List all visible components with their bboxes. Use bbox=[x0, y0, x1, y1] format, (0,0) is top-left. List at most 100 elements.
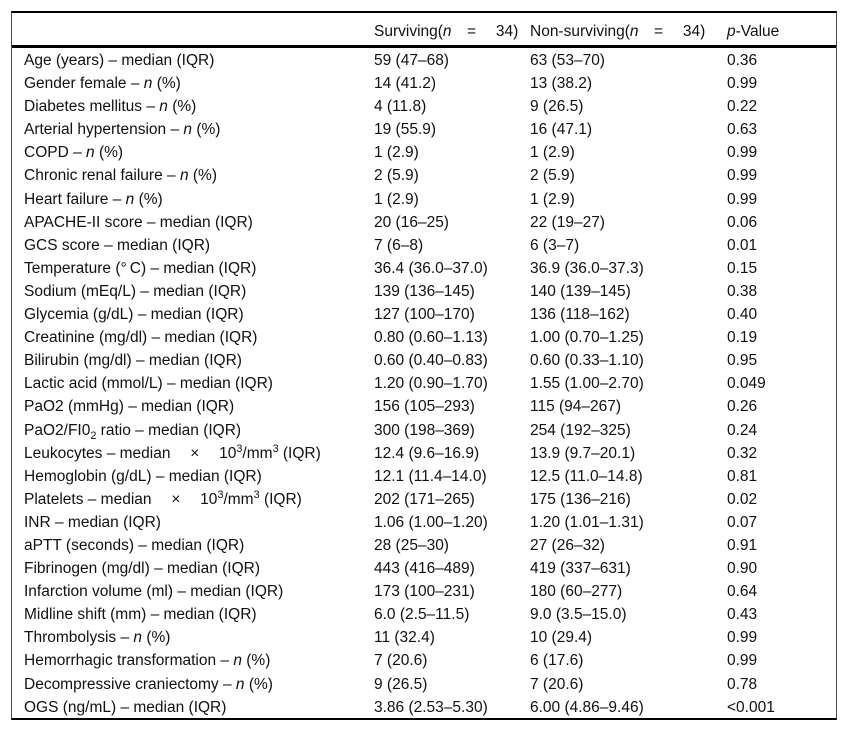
non-surviving-value: 136 (118–162) bbox=[530, 306, 630, 324]
p-value: 0.02 bbox=[727, 490, 758, 508]
table-row: Thrombolysis – n (%) 11 (32.4) 10 (29.4)… bbox=[12, 626, 836, 649]
non-surviving-value: 16 (47.1) bbox=[530, 121, 593, 139]
surviving-value: 1 (2.9) bbox=[374, 144, 419, 162]
non-surviving-value: 63 (53–70) bbox=[530, 52, 605, 69]
surviving-value: 0.60 (0.40–0.83) bbox=[374, 352, 488, 370]
table-row: Diabetes mellitus – n (%) 4 (11.8) 9 (26… bbox=[12, 95, 836, 118]
non-surviving-value: 9 (26.5) bbox=[530, 98, 584, 116]
surviving-value: 14 (41.2) bbox=[374, 75, 437, 93]
non-surviving-value: 12.5 (11.0–14.8) bbox=[530, 467, 643, 485]
surviving-value: 20 (16–25) bbox=[374, 213, 449, 231]
non-surviving-value: 1 (2.9) bbox=[530, 144, 575, 162]
row-label: Thrombolysis – n (%) bbox=[24, 629, 171, 647]
table-row: Heart failure – n (%) 1 (2.9) 1 (2.9) 0.… bbox=[12, 188, 836, 211]
row-label: Sodium (mEq/L) – median (IQR) bbox=[24, 282, 247, 300]
surviving-value: 36.4 (36.0–37.0) bbox=[374, 259, 488, 277]
row-label: Hemoglobin (g/dL) – median (IQR) bbox=[24, 467, 262, 485]
non-surviving-value: 115 (94–267) bbox=[530, 398, 622, 416]
surviving-value: 443 (416–489) bbox=[374, 560, 475, 578]
table-row: APACHE-II score – median (IQR) 20 (16–25… bbox=[12, 211, 836, 234]
p-value: 0.99 bbox=[727, 190, 758, 208]
table-row: GCS score – median (IQR) 7 (6–8) 6 (3–7)… bbox=[12, 234, 836, 257]
row-label: OGS (ng/mL) – median (IQR) bbox=[24, 698, 227, 716]
p-value: 0.43 bbox=[727, 606, 758, 624]
p-value: 0.049 bbox=[727, 375, 766, 393]
row-label: Lactic acid (mmol/L) – median (IQR) bbox=[24, 375, 273, 393]
non-surviving-value: 7 (20.6) bbox=[530, 675, 584, 693]
p-value: 0.99 bbox=[727, 652, 758, 670]
surviving-value: 156 (105–293) bbox=[374, 398, 475, 416]
table-header-row: Surviving(n = 34) Non-surviving(n = 34) … bbox=[12, 13, 836, 48]
non-surviving-value: 180 (60–277) bbox=[530, 583, 623, 601]
p-value: 0.22 bbox=[727, 98, 758, 116]
non-surviving-value: 419 (337–631) bbox=[530, 560, 631, 578]
table-row: COPD – n (%) 1 (2.9) 1 (2.9) 0.99 bbox=[12, 141, 836, 164]
non-surviving-value: 1.55 (1.00–2.70) bbox=[530, 375, 644, 393]
row-label: Hemorrhagic transformation – n (%) bbox=[24, 652, 271, 670]
column-header-label bbox=[12, 13, 374, 45]
table-row: OGS (ng/mL) – median (IQR) 3.86 (2.53–5.… bbox=[12, 696, 836, 719]
surviving-value: 6.0 (2.5–11.5) bbox=[374, 606, 470, 624]
row-label: INR – median (IQR) bbox=[24, 513, 161, 531]
table-row: Leukocytes – median × 103/mm3 (IQR) 12.4… bbox=[12, 442, 836, 465]
non-surviving-value: 2 (5.9) bbox=[530, 167, 575, 185]
row-label: Midline shift (mm) – median (IQR) bbox=[24, 606, 257, 624]
row-label: COPD – n (%) bbox=[24, 144, 124, 162]
table-row: Temperature (° C) – median (IQR) 36.4 (3… bbox=[12, 257, 836, 280]
table-row: Lactic acid (mmol/L) – median (IQR) 1.20… bbox=[12, 372, 836, 395]
p-value: 0.24 bbox=[727, 421, 758, 439]
row-label: GCS score – median (IQR) bbox=[24, 236, 211, 254]
surviving-value: 1 (2.9) bbox=[374, 190, 419, 208]
table-row: Platelets – median × 103/mm3 (IQR) 202 (… bbox=[12, 488, 836, 511]
p-value: 0.01 bbox=[727, 236, 758, 254]
column-header-non-surviving: Non-surviving(n = 34) bbox=[530, 23, 706, 40]
p-value: 0.78 bbox=[727, 675, 758, 693]
surviving-value: 7 (6–8) bbox=[374, 236, 424, 254]
row-label: Platelets – median × 103/mm3 (IQR) bbox=[24, 488, 302, 508]
surviving-value: 12.4 (9.6–16.9) bbox=[374, 444, 480, 462]
table-body: Age (years) – median (IQR) 59 (47–68) 63… bbox=[12, 48, 836, 719]
row-label: Diabetes mellitus – n (%) bbox=[24, 98, 197, 116]
table-row: Creatinine (mg/dl) – median (IQR) 0.80 (… bbox=[12, 326, 836, 349]
p-value: 0.99 bbox=[727, 75, 758, 93]
row-label: Chronic renal failure – n (%) bbox=[24, 167, 217, 185]
p-value: 0.99 bbox=[727, 629, 758, 647]
non-surviving-value: 1.00 (0.70–1.25) bbox=[530, 329, 644, 347]
row-label: Creatinine (mg/dl) – median (IQR) bbox=[24, 329, 258, 347]
surviving-value: 19 (55.9) bbox=[374, 121, 437, 139]
non-surviving-value: 6.00 (4.86–9.46) bbox=[530, 698, 644, 716]
surviving-value: 3.86 (2.53–5.30) bbox=[374, 698, 488, 716]
row-label: Infarction volume (ml) – median (IQR) bbox=[24, 583, 284, 601]
table-row: PaO2/FI02 ratio – median (IQR) 300 (198–… bbox=[12, 419, 836, 442]
non-surviving-value: 0.60 (0.33–1.10) bbox=[530, 352, 644, 370]
p-value: 0.26 bbox=[727, 398, 758, 416]
row-label: Temperature (° C) – median (IQR) bbox=[24, 259, 257, 277]
row-label: Glycemia (g/dL) – median (IQR) bbox=[24, 306, 244, 324]
row-label: Bilirubin (mg/dl) – median (IQR) bbox=[24, 352, 242, 370]
table-row: Gender female – n (%) 14 (41.2) 13 (38.2… bbox=[12, 72, 836, 95]
p-value: 0.07 bbox=[727, 513, 758, 531]
table-row: Fibrinogen (mg/dl) – median (IQR) 443 (4… bbox=[12, 557, 836, 580]
surviving-value: 173 (100–231) bbox=[374, 583, 475, 601]
table-row: Hemoglobin (g/dL) – median (IQR) 12.1 (1… bbox=[12, 465, 836, 488]
p-value: 0.95 bbox=[727, 352, 758, 370]
non-surviving-value: 175 (136–216) bbox=[530, 490, 631, 508]
non-surviving-value: 140 (139–145) bbox=[530, 282, 631, 300]
non-surviving-value: 22 (19–27) bbox=[530, 213, 605, 231]
p-value: 0.19 bbox=[727, 329, 758, 347]
surviving-value: 1.06 (1.00–1.20) bbox=[374, 513, 488, 531]
table-row: Infarction volume (ml) – median (IQR) 17… bbox=[12, 580, 836, 603]
table-row: Arterial hypertension – n (%) 19 (55.9) … bbox=[12, 118, 836, 141]
column-header-p-value: p -Value bbox=[727, 23, 780, 40]
row-label: Leukocytes – median × 103/mm3 (IQR) bbox=[24, 442, 321, 462]
row-label: Gender female – n (%) bbox=[24, 75, 181, 93]
surviving-value: 202 (171–265) bbox=[374, 490, 475, 508]
p-value: 0.90 bbox=[727, 560, 758, 578]
non-surviving-value: 6 (3–7) bbox=[530, 236, 580, 254]
surviving-value: 12.1 (11.4–14.0) bbox=[374, 467, 487, 485]
row-label: Arterial hypertension – n (%) bbox=[24, 121, 221, 139]
non-surviving-value: 6 (17.6) bbox=[530, 652, 584, 670]
non-surviving-value: 254 (192–325) bbox=[530, 421, 631, 439]
p-value: 0.15 bbox=[727, 259, 758, 277]
surviving-value: 139 (136–145) bbox=[374, 282, 475, 300]
